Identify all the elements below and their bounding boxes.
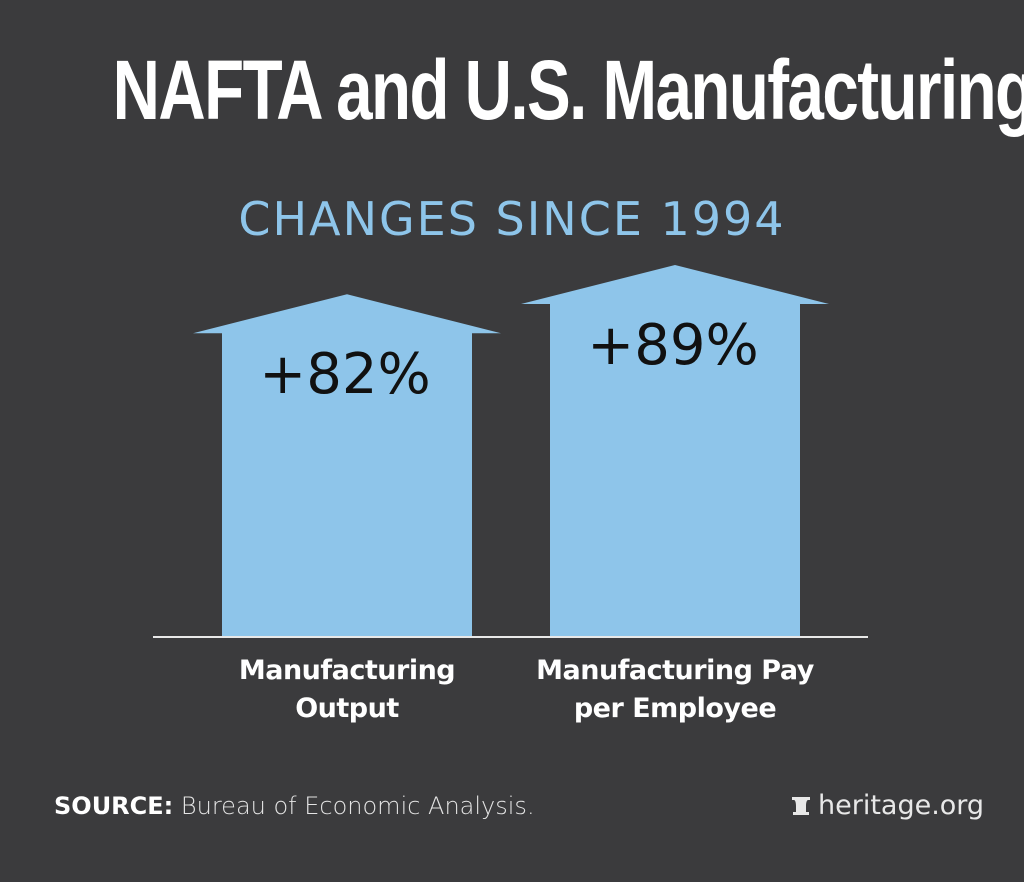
category-label-line: per Employee	[573, 693, 777, 724]
category-label-0: Manufacturing Output	[197, 652, 497, 728]
bar-arrow-0	[193, 294, 501, 637]
heritage-logo: heritage.org	[790, 790, 984, 821]
source-text: Bureau of Economic Analysis.	[180, 792, 535, 820]
chart-title: NAFTA and U.S. Manufacturing	[112, 43, 1024, 137]
logo-text: heritage.org	[818, 790, 985, 821]
chart-subtitle: CHANGES SINCE 1994	[238, 192, 786, 246]
liberty-bell-icon	[792, 796, 810, 815]
data-label-1: +89%	[587, 313, 758, 378]
data-label-0: +82%	[259, 342, 430, 407]
source-note: SOURCE: Bureau of Economic Analysis.	[54, 792, 535, 820]
category-label-line: Manufacturing	[238, 655, 456, 686]
bar-arrow-1	[521, 264, 829, 637]
source-label: SOURCE:	[54, 792, 174, 820]
category-label-line: Output	[295, 693, 399, 724]
category-label-1: Manufacturing Pay per Employee	[505, 652, 845, 728]
category-label-line: Manufacturing Pay	[536, 655, 814, 686]
